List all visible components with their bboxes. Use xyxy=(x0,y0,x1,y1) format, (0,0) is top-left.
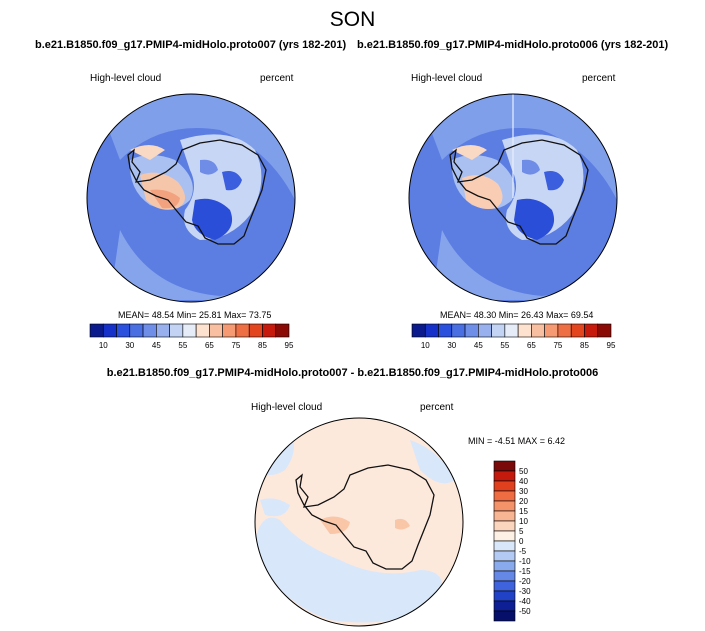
colorbar-swatch xyxy=(102,323,117,338)
colorbar-swatch xyxy=(544,323,559,338)
colorbar-tick-label: -50 xyxy=(519,607,531,616)
colorbar-swatch xyxy=(517,323,532,338)
colorbar-tick-label: -20 xyxy=(519,577,531,586)
difference-variable-label: High-level cloud xyxy=(251,402,323,413)
colorbar-swatch xyxy=(493,570,516,582)
colorbar-swatch xyxy=(493,540,516,552)
colorbar-swatch xyxy=(584,323,599,338)
colorbar-swatch xyxy=(478,323,492,338)
map-proto006 xyxy=(408,93,618,303)
panel1-stats: MEAN= 48.54 Min= 25.81 Max= 73.75 xyxy=(118,310,272,320)
colorbar-swatch xyxy=(493,550,516,562)
colorbar-swatch xyxy=(493,610,516,622)
colorbar-swatch xyxy=(424,323,439,338)
colorbar-tick-label: 5 xyxy=(519,527,524,536)
colorbar-tick-label: 10 xyxy=(99,341,108,350)
colorbar-swatch xyxy=(116,323,131,338)
colorbar-tick-label: 20 xyxy=(519,497,528,506)
colorbar-swatch xyxy=(248,323,263,338)
colorbar-swatch xyxy=(493,590,516,602)
colorbar-swatch xyxy=(222,323,237,338)
colorbar-swatch xyxy=(262,323,277,338)
colorbar-tick-label: 75 xyxy=(553,341,562,350)
colorbar-tick-label: -10 xyxy=(519,557,531,566)
colorbar-swatch xyxy=(493,530,516,542)
colorbar-tick-label: 10 xyxy=(519,517,528,526)
colorbar-tick-label: 55 xyxy=(500,341,509,350)
colorbar-swatch xyxy=(570,323,585,338)
colorbar-swatch xyxy=(493,560,516,572)
colorbar-swatch xyxy=(209,323,223,338)
colorbar-swatch xyxy=(169,323,184,338)
colorbar-tick-label: 0 xyxy=(519,537,524,546)
colorbar-tick-label: 45 xyxy=(474,341,483,350)
colorbar-swatch xyxy=(451,323,466,338)
colorbar-swatch xyxy=(493,500,516,512)
colorbar-proto007: 10 30 45 55 65 75 85 95 xyxy=(89,323,294,350)
colorbar-swatch xyxy=(504,323,519,338)
difference-stats: MIN = -4.51 MAX = 6.42 xyxy=(468,436,566,446)
colorbar-swatch xyxy=(493,600,516,612)
panel2-units-label: percent xyxy=(582,73,616,84)
colorbar-swatch xyxy=(438,323,453,338)
colorbar-swatch xyxy=(597,323,612,338)
colorbar-tick-label: -15 xyxy=(519,567,531,576)
colorbar-swatch xyxy=(464,323,479,338)
colorbar-swatch xyxy=(411,323,426,338)
colorbar-swatch xyxy=(493,490,516,502)
colorbar-swatch xyxy=(195,323,210,338)
colorbar-swatch xyxy=(89,323,104,338)
difference-title: b.e21.B1850.f09_g17.PMIP4-midHolo.proto0… xyxy=(106,367,599,379)
colorbar-tick-label: -40 xyxy=(519,597,531,606)
season-title: SON xyxy=(329,8,376,31)
panel1-run-title: b.e21.B1850.f09_g17.PMIP4-midHolo.proto0… xyxy=(35,39,347,51)
colorbar-tick-label: 45 xyxy=(152,341,161,350)
colorbar-tick-label: 50 xyxy=(519,467,528,476)
colorbar-tick-label: 65 xyxy=(527,341,536,350)
colorbar-swatch xyxy=(156,323,170,338)
colorbar-tick-label: 75 xyxy=(231,341,240,350)
map-difference xyxy=(254,417,464,627)
panel2-run-title: b.e21.B1850.f09_g17.PMIP4-midHolo.proto0… xyxy=(357,39,669,51)
panel2-stats: MEAN= 48.30 Min= 26.43 Max= 69.54 xyxy=(440,310,594,320)
difference-units-label: percent xyxy=(420,402,454,413)
colorbar-tick-label: 30 xyxy=(519,487,528,496)
colorbar-tick-label: 55 xyxy=(178,341,187,350)
colorbar-tick-label: 95 xyxy=(285,341,294,350)
colorbar-swatch xyxy=(493,480,516,492)
colorbar-proto006: 10 30 45 55 65 75 85 95 xyxy=(411,323,616,350)
colorbar-tick-label: 85 xyxy=(580,341,589,350)
colorbar-tick-label: -30 xyxy=(519,587,531,596)
colorbar-swatch xyxy=(531,323,545,338)
colorbar-tick-label: 85 xyxy=(258,341,267,350)
colorbar-swatch xyxy=(182,323,197,338)
colorbar-swatch xyxy=(275,323,290,338)
colorbar-tick-label: 10 xyxy=(421,341,430,350)
colorbar-swatch xyxy=(491,323,506,338)
colorbar-tick-label: 40 xyxy=(519,477,528,486)
colorbar-swatch xyxy=(493,470,516,482)
colorbar-swatch xyxy=(129,323,144,338)
colorbar-swatch xyxy=(235,323,250,338)
colorbar-tick-label: 95 xyxy=(607,341,616,350)
colorbar-swatch xyxy=(557,323,572,338)
panel2-variable-label: High-level cloud xyxy=(411,73,483,84)
colorbar-tick-label: 30 xyxy=(447,341,456,350)
panel1-units-label: percent xyxy=(260,73,294,84)
colorbar-tick-label: 15 xyxy=(519,507,528,516)
colorbar-swatch xyxy=(493,520,516,532)
colorbar-swatch xyxy=(142,323,157,338)
colorbar-tick-label: 65 xyxy=(205,341,214,350)
colorbar-swatch xyxy=(493,510,516,522)
colorbar-swatch xyxy=(493,460,516,472)
colorbar-swatch xyxy=(493,580,516,592)
map-proto007 xyxy=(86,93,296,303)
panel1-variable-label: High-level cloud xyxy=(90,73,162,84)
colorbar-tick-label: -5 xyxy=(519,547,527,556)
colorbar-tick-label: 30 xyxy=(125,341,134,350)
